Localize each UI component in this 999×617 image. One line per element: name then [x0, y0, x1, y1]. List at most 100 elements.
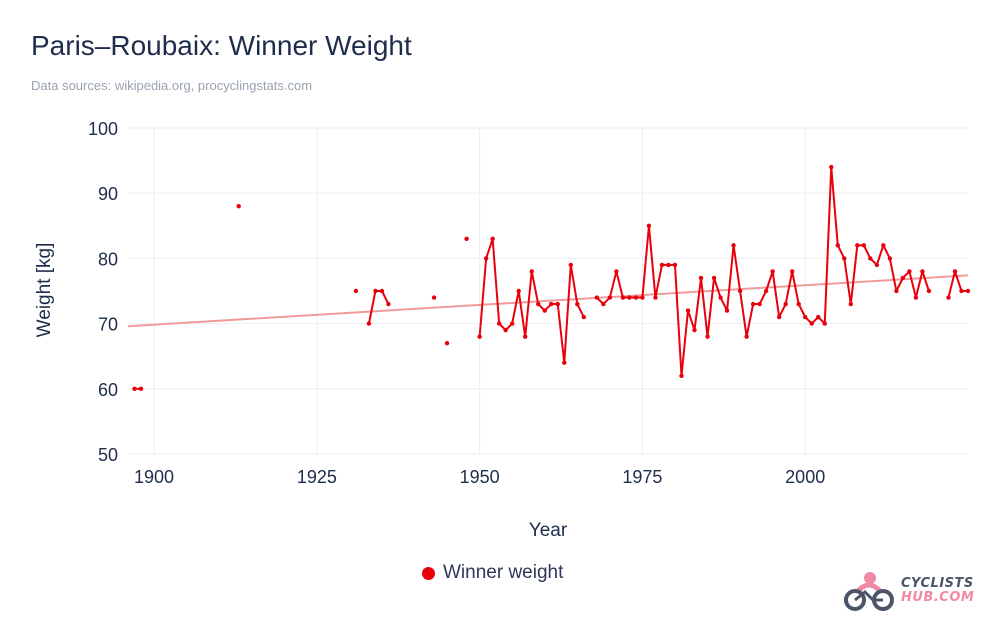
data-point: [744, 334, 749, 339]
data-point: [555, 301, 560, 307]
data-point: [718, 295, 723, 300]
logo-line-1: CYCLISTS: [901, 576, 974, 591]
data-point: [640, 295, 645, 300]
data-point: [373, 288, 378, 294]
data-point: [379, 288, 385, 294]
data-point: [575, 301, 580, 307]
x-axis-label: Year: [529, 520, 568, 541]
data-point: [796, 301, 801, 307]
data-point: [672, 262, 678, 268]
data-point: [366, 321, 372, 326]
legend: Winner weight: [422, 562, 563, 584]
data-point: [620, 295, 626, 300]
data-point: [698, 275, 704, 281]
data-point: [816, 314, 821, 320]
data-point: [855, 243, 860, 248]
data-point: [894, 288, 899, 294]
data-point: [822, 321, 827, 326]
data-point: [614, 269, 619, 274]
chart-title: Paris–Roubaix: Winner Weight: [31, 30, 412, 61]
logo-line-2: HUB.COM: [901, 590, 975, 605]
data-point: [509, 321, 515, 326]
data-point: [653, 295, 658, 300]
y-axis-label: Weight [kg]: [34, 243, 55, 338]
data-point: [952, 269, 958, 274]
y-tick-label: 60: [98, 380, 118, 400]
y-tick-label: 80: [98, 249, 118, 269]
data-point: [138, 386, 144, 391]
data-point: [711, 275, 717, 281]
data-point: [789, 269, 795, 274]
legend-label: Winner weight: [443, 562, 564, 583]
data-point: [633, 295, 639, 300]
data-point: [431, 295, 437, 300]
data-point: [353, 288, 359, 294]
series-line-segment: [367, 290, 390, 324]
data-point: [503, 327, 508, 333]
y-axis-ticks: 50 60 70 80 90 100: [88, 119, 118, 465]
data-point: [835, 243, 840, 248]
data-point: [542, 308, 547, 313]
data-point: [529, 269, 534, 274]
data-point: [386, 301, 391, 307]
data-point: [900, 275, 906, 281]
data-point: [549, 301, 554, 307]
data-point: [666, 262, 671, 268]
data-point: [868, 256, 873, 261]
data-point: [803, 314, 808, 320]
data-point: [496, 321, 502, 326]
data-point: [750, 301, 756, 307]
data-point: [913, 295, 919, 300]
y-tick-label: 50: [98, 445, 118, 465]
legend-marker: [422, 566, 435, 580]
series-points: [132, 164, 971, 391]
data-point: [444, 340, 450, 346]
x-tick-label: 2000: [785, 467, 825, 487]
data-point: [887, 256, 893, 261]
data-point: [965, 288, 971, 294]
data-point: [881, 243, 886, 248]
data-point: [874, 262, 880, 268]
data-point: [959, 288, 964, 294]
data-point: [737, 288, 743, 294]
series-lines: [134, 166, 968, 390]
data-point: [926, 288, 932, 294]
data-point: [692, 327, 697, 333]
y-tick-label: 100: [88, 119, 118, 139]
chart-subtitle: Data sources: wikipedia.org, procyclings…: [31, 78, 313, 93]
data-point: [490, 236, 495, 242]
x-tick-label: 1950: [460, 467, 500, 487]
data-point: [516, 288, 521, 294]
data-point: [646, 223, 652, 228]
data-point: [705, 334, 710, 339]
data-point: [483, 256, 489, 261]
series-line-segment: [947, 270, 968, 298]
data-point: [842, 256, 847, 261]
logo-text: CYCLISTS HUB.COM: [901, 577, 974, 605]
data-point: [536, 301, 541, 307]
data-point: [829, 164, 834, 170]
data-point: [679, 373, 684, 378]
x-tick-label: 1975: [622, 467, 662, 487]
data-point: [731, 243, 736, 248]
series-line-segment: [596, 166, 930, 377]
bicycle-logo-icon: [844, 572, 894, 611]
data-point: [809, 321, 814, 326]
data-point: [523, 334, 528, 339]
data-point: [627, 295, 632, 300]
data-point: [607, 295, 613, 300]
x-tick-label: 1925: [297, 467, 337, 487]
data-point: [770, 269, 775, 274]
x-tick-label: 1900: [134, 467, 174, 487]
data-point: [907, 269, 912, 274]
data-point: [659, 262, 665, 268]
y-tick-label: 70: [98, 315, 118, 335]
data-point: [601, 301, 606, 307]
data-point: [763, 288, 769, 294]
data-point: [477, 334, 482, 339]
data-point: [848, 301, 853, 307]
data-point: [562, 360, 567, 365]
brand-logo[interactable]: CYCLISTS HUB.COM: [843, 570, 974, 612]
data-point: [861, 243, 867, 248]
